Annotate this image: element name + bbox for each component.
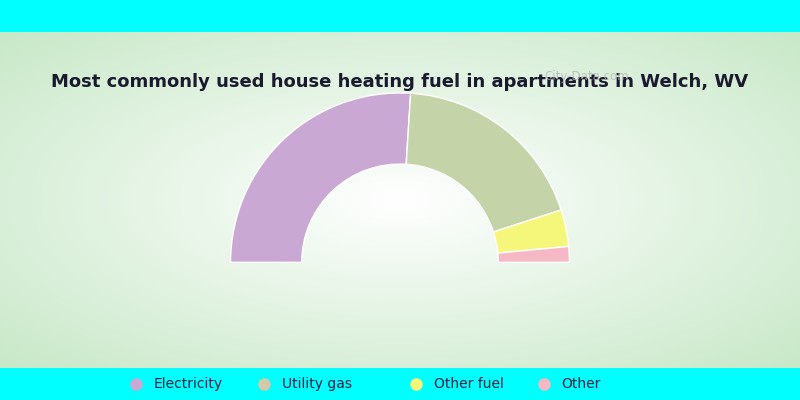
Text: Other fuel: Other fuel	[434, 377, 503, 391]
Text: Utility gas: Utility gas	[282, 377, 352, 391]
Text: Other: Other	[562, 377, 601, 391]
Wedge shape	[498, 246, 570, 262]
Wedge shape	[230, 93, 410, 262]
Text: Most commonly used house heating fuel in apartments in Welch, WV: Most commonly used house heating fuel in…	[51, 73, 749, 91]
Wedge shape	[494, 210, 569, 253]
Text: Electricity: Electricity	[154, 377, 222, 391]
Wedge shape	[406, 93, 561, 232]
Text: City-Data.com: City-Data.com	[544, 70, 629, 83]
